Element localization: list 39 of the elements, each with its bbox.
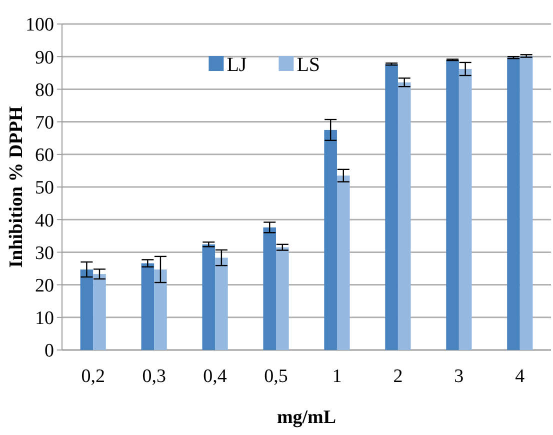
- bar: [215, 258, 228, 350]
- x-tick-label: 0,5: [264, 366, 288, 387]
- x-tick-label: 0,3: [142, 366, 166, 387]
- bar: [458, 68, 472, 350]
- bar: [385, 64, 398, 350]
- legend-label: LJ: [226, 54, 247, 76]
- bar: [202, 244, 216, 350]
- bar: [446, 60, 459, 350]
- y-tick-label: 90: [35, 47, 54, 68]
- x-axis-title: mg/mL: [276, 407, 336, 428]
- x-tick-label: 1: [332, 366, 342, 387]
- bar: [507, 58, 520, 350]
- x-tick-label: 4: [515, 366, 526, 387]
- x-tick-label: 2: [393, 366, 403, 387]
- bar: [263, 227, 276, 350]
- bar: [93, 274, 106, 350]
- y-axis-title: Inhibition % DPPH: [6, 106, 27, 268]
- y-tick-label: 20: [35, 275, 54, 296]
- y-tick-label: 60: [35, 145, 54, 166]
- y-tick-label: 70: [35, 112, 54, 134]
- y-tick-label: 10: [35, 308, 54, 330]
- y-tick-label: 50: [35, 178, 54, 199]
- y-tick-label: 0: [44, 340, 54, 362]
- bar: [520, 56, 533, 350]
- x-tick-label: 3: [454, 366, 464, 387]
- bar: [80, 269, 94, 350]
- bar: [324, 130, 337, 350]
- bar: [276, 247, 289, 350]
- x-tick-label: 0,4: [203, 366, 228, 387]
- y-tick-label: 100: [26, 14, 54, 36]
- bar: [141, 263, 154, 350]
- y-tick-label: 40: [35, 210, 54, 232]
- bar: [154, 269, 167, 350]
- bar: [336, 176, 350, 350]
- x-tick-label: 0,2: [81, 366, 105, 387]
- y-tick-label: 80: [35, 80, 54, 101]
- bar: [398, 82, 411, 350]
- y-tick-label: 30: [35, 242, 54, 264]
- legend-label: LS: [296, 54, 320, 76]
